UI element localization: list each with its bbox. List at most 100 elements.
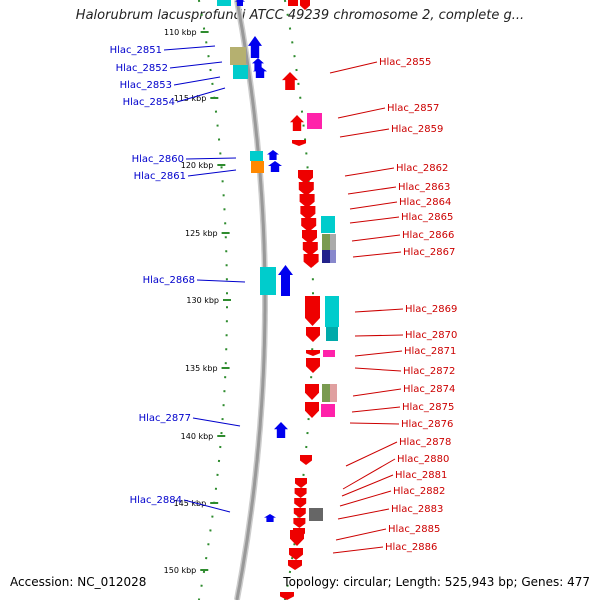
- leader-line: [354, 308, 404, 313]
- gene-arrow-forward: [274, 422, 288, 438]
- leader-line: [349, 216, 400, 224]
- gene-arrow-reverse: [302, 242, 318, 256]
- leader-line: [345, 441, 398, 467]
- gene-arrow-forward: [248, 36, 262, 58]
- scale-tick-label: 120 kbp: [181, 161, 214, 170]
- leader-line: [337, 107, 386, 119]
- backbone-arc: [235, 0, 267, 600]
- gene-arrow-reverse: [290, 530, 304, 546]
- leader-line: [183, 499, 231, 513]
- leader-line: [176, 87, 226, 103]
- scale-tick-label: 130 kbp: [186, 296, 219, 305]
- gene-label: Hlac_2880: [397, 454, 449, 465]
- scale-tick-label: 140 kbp: [181, 432, 214, 441]
- gene-block: [230, 47, 246, 65]
- gene-label: Hlac_2877: [139, 413, 191, 424]
- gene-arrow-forward: [290, 115, 304, 131]
- leader-line: [351, 234, 401, 242]
- gene-label: Hlac_2861: [134, 171, 186, 182]
- gene-label: Hlac_2867: [403, 247, 455, 258]
- leader-line: [354, 367, 402, 372]
- leader-line: [339, 128, 390, 138]
- gene-arrow-reverse: [305, 402, 319, 418]
- leader-line: [169, 61, 223, 69]
- gene-arrow-forward: [267, 150, 279, 160]
- gene-block: [309, 508, 323, 521]
- leader-line: [352, 388, 402, 397]
- gene-label: Hlac_2882: [393, 486, 445, 497]
- gene-label: Hlac_2865: [401, 212, 453, 223]
- leader-line: [192, 417, 241, 427]
- gene-arrow-reverse: [292, 140, 306, 146]
- gene-label: Hlac_2864: [399, 197, 451, 208]
- gene-block: [217, 0, 231, 6]
- gene-label: Hlac_2869: [405, 304, 457, 315]
- gene-arrow-reverse: [300, 455, 312, 465]
- gene-arrow-forward: [268, 161, 282, 172]
- gene-arrow-reverse: [300, 0, 310, 10]
- gene-arrow-reverse: [280, 592, 294, 600]
- gene-arrow-forward: [278, 265, 293, 296]
- gene-label: Hlac_2885: [388, 524, 440, 535]
- leader-line: [339, 490, 392, 507]
- scale-tick-label: 135 kbp: [185, 364, 218, 373]
- gene-arrow-reverse: [289, 548, 303, 560]
- gene-label: Hlac_2859: [391, 124, 443, 135]
- scale-tick-label: 110 kbp: [164, 28, 197, 37]
- gene-label: Hlac_2870: [405, 330, 457, 341]
- leader-line: [196, 279, 246, 283]
- gene-label: Hlac_2854: [123, 97, 175, 108]
- gene-label: Hlac_2866: [402, 230, 454, 241]
- gene-label: Hlac_2868: [143, 275, 195, 286]
- gene-block: [322, 234, 330, 250]
- gene-label: Hlac_2871: [404, 346, 456, 357]
- accession-text: Accession: NC_012028: [10, 575, 147, 589]
- gene-label: Hlac_2855: [379, 57, 431, 68]
- gene-label: Hlac_2860: [132, 154, 184, 165]
- gene-arrow-reverse: [298, 182, 314, 196]
- leader-line: [329, 61, 378, 74]
- gene-arrow-reverse: [301, 218, 317, 232]
- gene-block: [321, 404, 335, 417]
- gene-label: Hlac_2876: [401, 419, 453, 430]
- gene-arrow-reverse: [298, 170, 313, 184]
- gene-label: Hlac_2883: [391, 504, 443, 515]
- leader-line: [342, 458, 396, 490]
- scale-tick-label: 145 kbp: [174, 499, 207, 508]
- gene-label: Hlac_2857: [387, 103, 439, 114]
- gene-arrow-reverse: [305, 384, 319, 400]
- leader-line: [354, 334, 404, 337]
- leader-line: [337, 508, 390, 520]
- leader-line: [347, 186, 397, 195]
- leader-line: [349, 201, 398, 210]
- gene-block: [330, 250, 336, 263]
- leader-line: [344, 167, 395, 177]
- gene-block: [330, 234, 336, 250]
- gene-label: Hlac_2886: [385, 542, 437, 553]
- leader-line: [354, 350, 403, 357]
- gene-arrow-reverse: [305, 296, 320, 326]
- gene-label: Hlac_2874: [403, 384, 455, 395]
- gene-block: [307, 113, 322, 129]
- gene-block: [260, 267, 276, 295]
- gene-arrow-forward: [253, 66, 267, 78]
- gene-arrow-reverse: [294, 488, 307, 498]
- gene-arrow-reverse: [306, 350, 320, 356]
- leader-line: [173, 76, 221, 86]
- gene-label: Hlac_2884: [130, 495, 182, 506]
- gene-label: Hlac_2852: [116, 63, 168, 74]
- leader-line: [163, 45, 216, 51]
- gene-block: [288, 0, 298, 6]
- leader-line: [185, 157, 237, 160]
- leader-line: [341, 474, 394, 497]
- leader-line: [187, 169, 237, 177]
- gene-label: Hlac_2853: [120, 80, 172, 91]
- gene-arrow-reverse: [302, 230, 317, 244]
- leader-line: [351, 406, 401, 413]
- gene-block: [250, 151, 263, 161]
- gene-arrow-forward: [235, 0, 245, 6]
- gene-block: [323, 350, 335, 357]
- gene-arrow-reverse: [288, 560, 302, 570]
- gene-label: Hlac_2851: [110, 45, 162, 56]
